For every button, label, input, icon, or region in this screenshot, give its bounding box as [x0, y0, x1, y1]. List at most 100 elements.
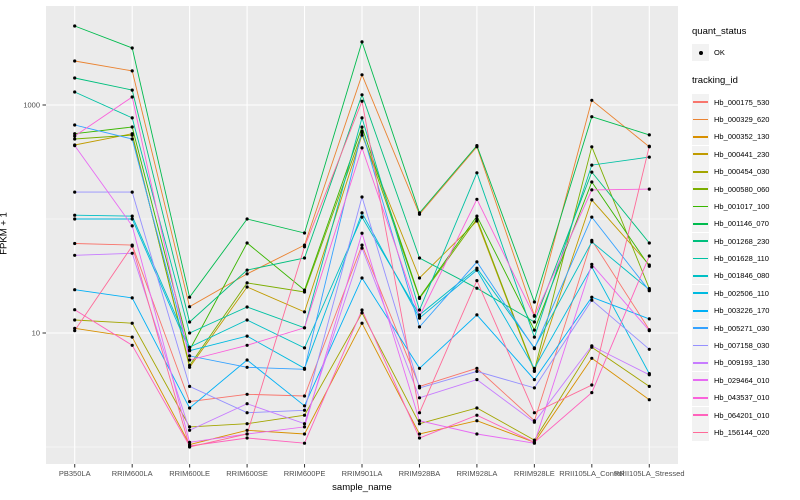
legend-item-label: Hb_003226_170: [714, 306, 770, 316]
legend-item-label: Hb_000175_530: [714, 97, 770, 107]
data-point: [188, 320, 192, 324]
data-point: [188, 400, 192, 404]
legend-tracking-id: tracking_id Hb_000175_530 Hb_000329_620 Hb…: [692, 75, 798, 441]
legend-item-label: Hb_000352_130: [714, 132, 770, 142]
data-point: [245, 305, 249, 309]
data-point: [647, 329, 651, 333]
data-point: [245, 241, 249, 245]
legend-key-line-icon: [692, 319, 709, 337]
legend-key-line-icon: [692, 163, 709, 181]
data-point: [590, 295, 594, 299]
data-point: [647, 384, 651, 388]
legend-item-tracking-id: Hb_000580_060: [692, 180, 798, 198]
data-point: [590, 356, 594, 360]
data-point: [130, 46, 134, 50]
data-point: [188, 445, 192, 449]
data-point: [417, 295, 422, 300]
legend-key-line-icon: [692, 267, 709, 285]
data-point: [360, 116, 364, 120]
legend-key-line-icon: [692, 197, 709, 215]
data-point: [647, 133, 651, 137]
data-point: [245, 428, 249, 432]
data-point: [417, 211, 422, 215]
data-point: [130, 217, 134, 221]
x-tick-label: RRIM928LE: [514, 469, 555, 478]
data-point: [245, 334, 249, 338]
legend-item-label: Hb_000454_030: [714, 167, 770, 177]
data-point: [532, 320, 537, 324]
legend-key-line-icon: [692, 180, 709, 198]
data-point: [302, 245, 307, 249]
data-point: [302, 425, 307, 429]
legend-item-tracking-id: Hb_009193_130: [692, 354, 798, 372]
point-icon: [698, 50, 703, 55]
data-point: [302, 288, 307, 292]
data-point: [130, 133, 134, 137]
legend-item-label: Hb_064201_010: [714, 410, 770, 420]
data-point: [417, 432, 422, 436]
legend-item-label: Hb_005271_030: [714, 323, 770, 333]
data-point: [130, 296, 134, 300]
legend-item-label: Hb_009193_130: [714, 358, 770, 368]
data-point: [73, 326, 77, 330]
legend-item-tracking-id: Hb_001146_070: [692, 215, 798, 233]
data-point: [590, 383, 594, 387]
data-point: [647, 398, 651, 402]
data-point: [302, 310, 307, 314]
data-point: [73, 190, 77, 194]
data-point: [245, 365, 249, 369]
data-point: [417, 308, 422, 312]
legend-key-line-icon: [692, 354, 709, 372]
legend: quant_status OK tracking_id Hb_000175_53…: [692, 26, 798, 455]
line-swatch-icon: [693, 222, 708, 225]
data-point: [590, 98, 594, 102]
x-axis-title: sample_name: [332, 482, 392, 493]
data-point: [130, 251, 134, 255]
data-point: [360, 73, 364, 77]
y-axis-title: FPKM + 1: [0, 212, 10, 255]
x-tick-label: RRIM600LE: [169, 469, 210, 478]
data-point: [532, 386, 537, 390]
legend-item-tracking-id: Hb_002506_110: [692, 284, 798, 302]
legend-item-tracking-id: Hb_000175_530: [692, 93, 798, 111]
data-point: [590, 215, 594, 219]
legend-item-tracking-id: Hb_001846_080: [692, 267, 798, 285]
data-point: [590, 344, 594, 348]
data-point: [475, 432, 479, 436]
data-point: [417, 256, 422, 260]
data-point: [188, 305, 192, 309]
data-point: [188, 406, 192, 410]
data-point: [130, 214, 134, 218]
data-point: [532, 335, 537, 339]
x-tick-label: RRIM901LA: [342, 469, 383, 478]
data-point: [475, 260, 479, 264]
legend-item-tracking-id: Hb_043537_010: [692, 389, 798, 407]
legend-key-line-icon: [692, 128, 709, 146]
line-swatch-icon: [693, 205, 708, 208]
data-point: [245, 272, 249, 276]
data-point: [302, 441, 307, 445]
legend-item-tracking-id: Hb_001268_230: [692, 232, 798, 250]
data-point: [302, 326, 307, 330]
legend-item-label: Hb_000441_230: [714, 149, 770, 159]
data-point: [73, 144, 77, 148]
legend-key-line-icon: [692, 93, 709, 111]
legend-item-tracking-id: Hb_001017_100: [692, 197, 798, 215]
data-point: [245, 268, 249, 272]
data-point: [245, 318, 249, 322]
data-point: [647, 254, 651, 258]
data-point: [532, 314, 537, 318]
x-tick-label: RRIM928LA: [456, 469, 497, 478]
legend-key-line-icon: [692, 302, 709, 320]
data-point: [130, 137, 134, 141]
data-point: [647, 289, 651, 293]
data-point: [245, 411, 249, 415]
data-point: [188, 363, 192, 367]
x-tick-label: RRII105LA_Stressed: [614, 469, 684, 478]
data-point: [475, 279, 479, 283]
legend-item-tracking-id: Hb_000329_620: [692, 110, 798, 128]
data-point: [302, 346, 307, 350]
legend-item-label: Hb_000329_620: [714, 114, 770, 124]
line-swatch-icon: [693, 135, 708, 138]
